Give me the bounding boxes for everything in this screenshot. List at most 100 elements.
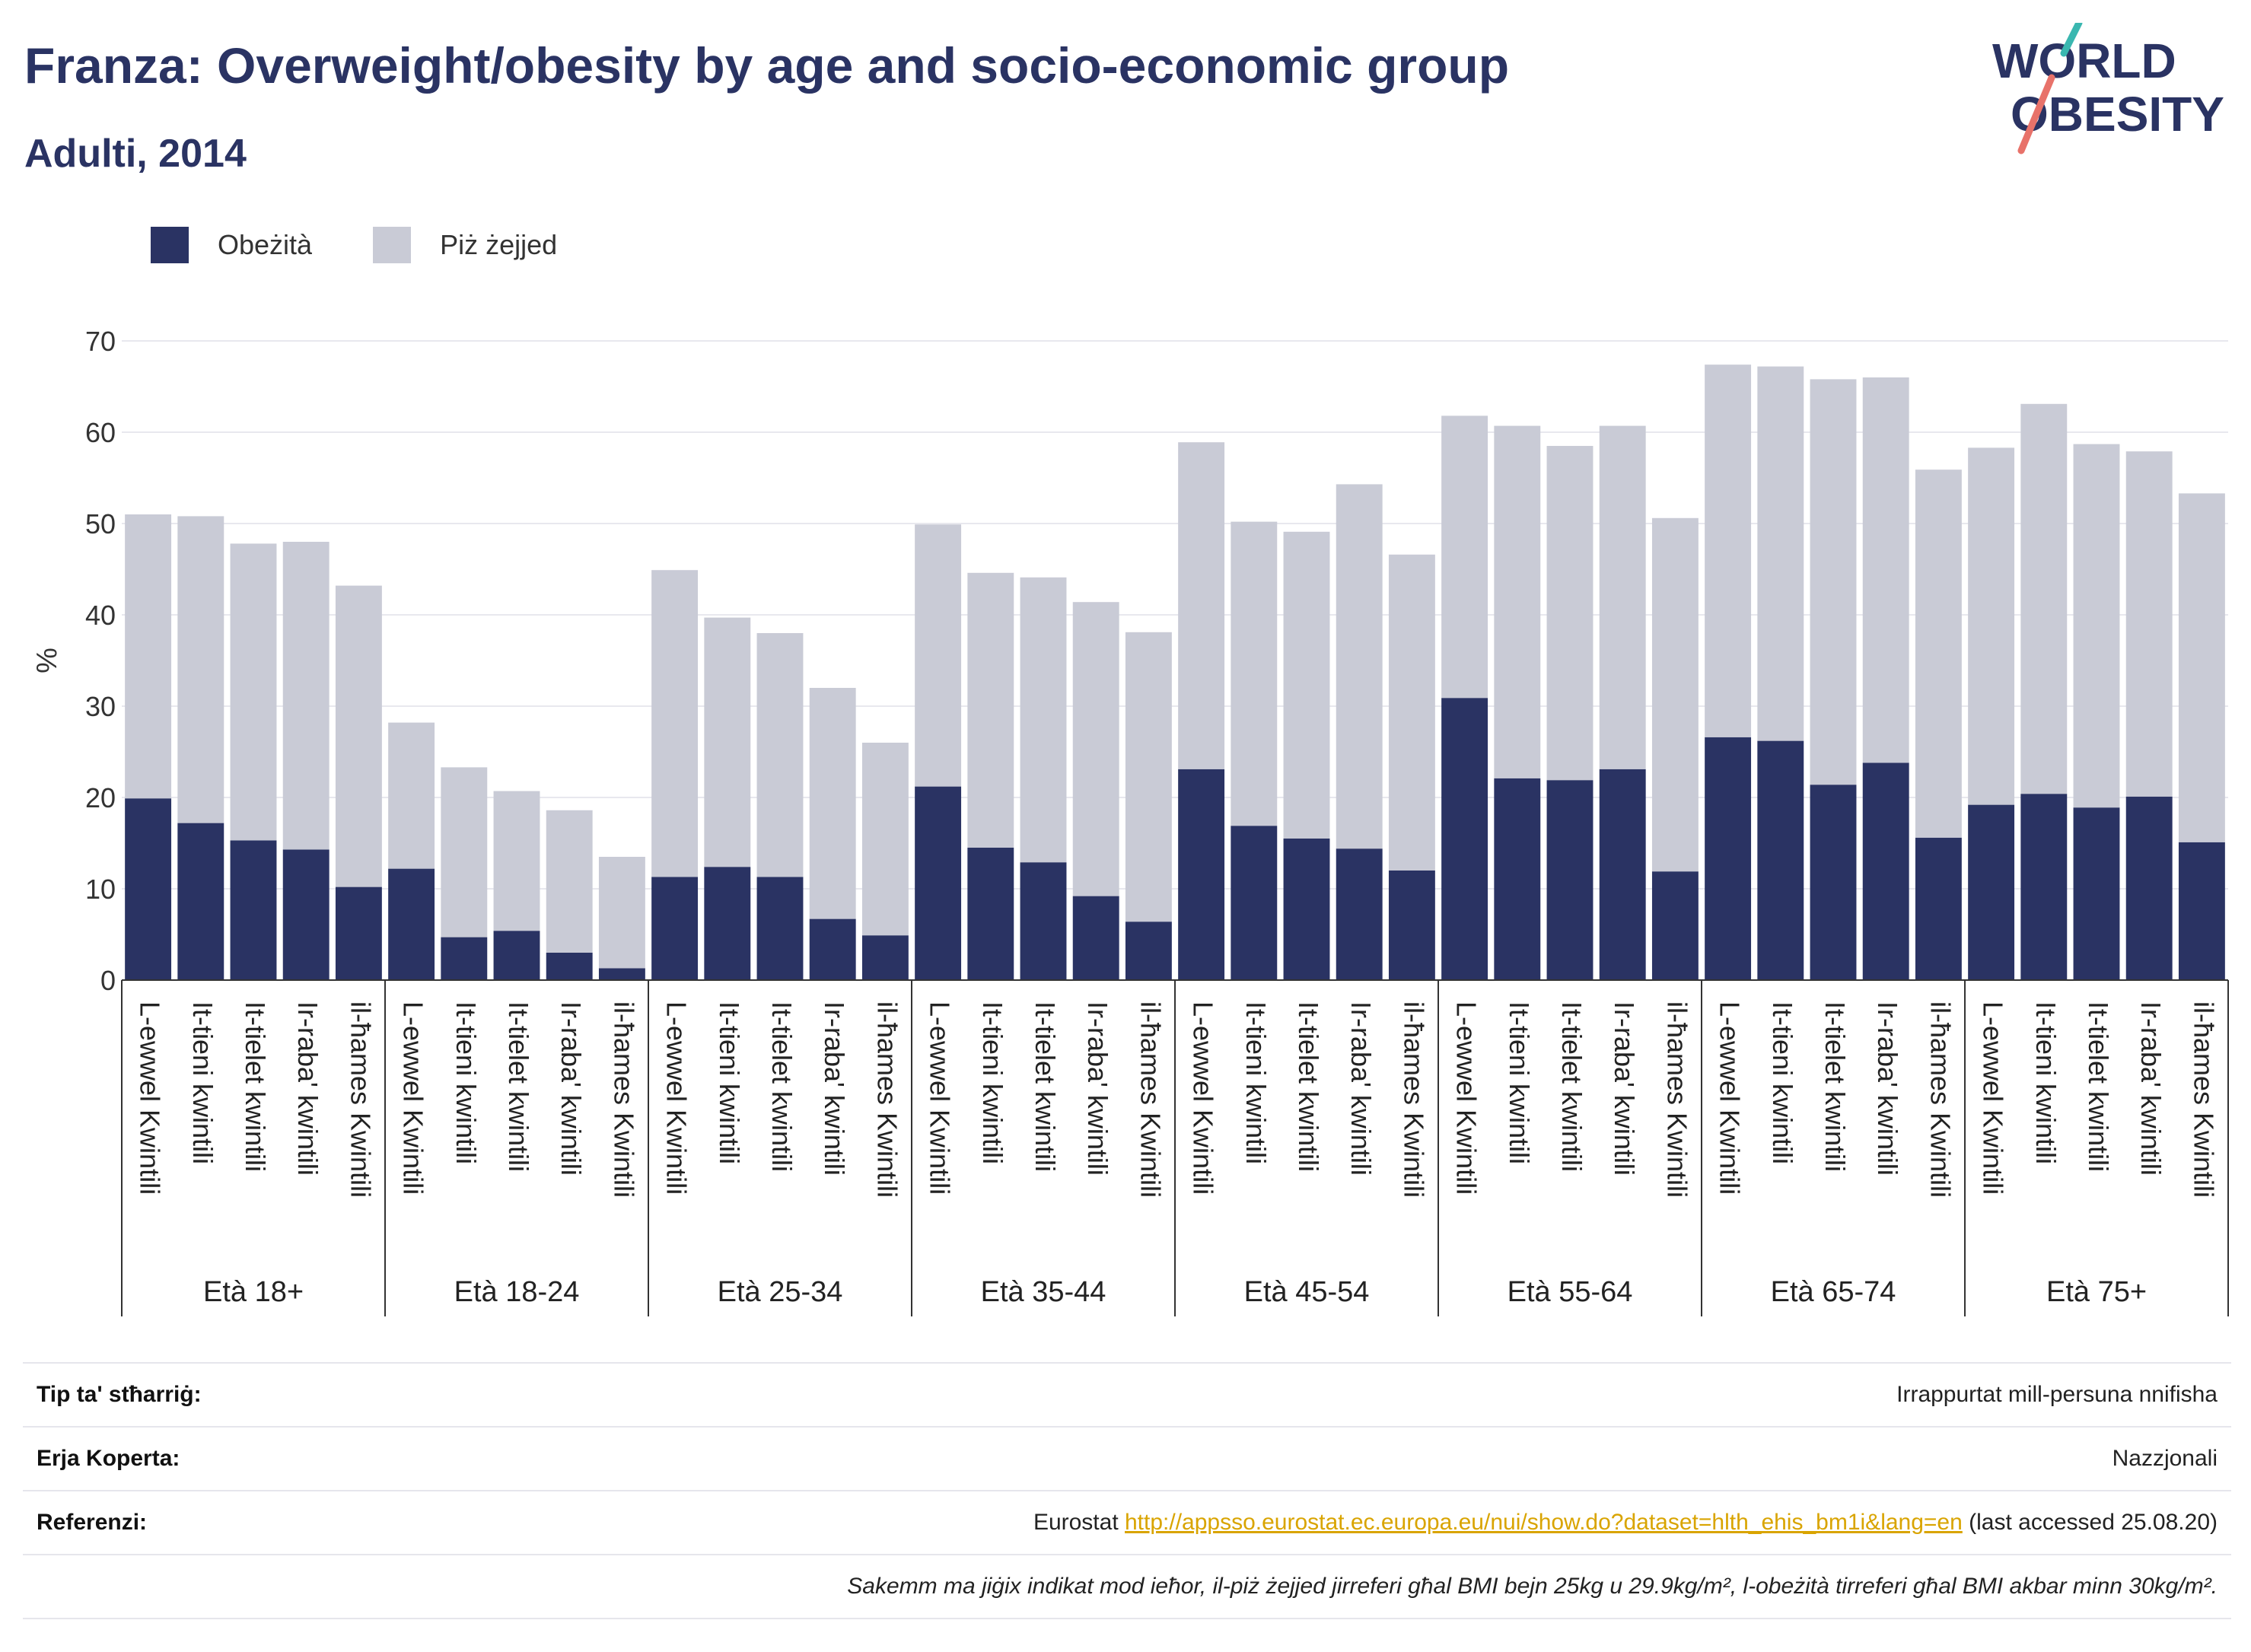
bar-overweight [1915, 469, 1962, 838]
world-obesity-logo: WORLD OBESITY [1992, 23, 2224, 154]
bar-overweight [1072, 602, 1119, 896]
y-tick-label: 60 [85, 417, 116, 448]
group-label: Età 75+ [2046, 1276, 2147, 1308]
group-label: Età 25-34 [718, 1276, 843, 1308]
bar-obesity [493, 931, 540, 980]
bar-obesity [1757, 740, 1804, 980]
legend: Obeżità Piż żejjed [151, 227, 618, 263]
bar-obesity [1441, 698, 1488, 980]
legend-item-overweight[interactable]: Piż żejjed [373, 227, 557, 263]
y-tick-label: 10 [85, 874, 116, 905]
bar-overweight [1388, 554, 1435, 871]
y-tick-label: 40 [85, 600, 116, 631]
bar-obesity [1810, 785, 1857, 980]
bar-obesity [1283, 839, 1330, 980]
reference-link[interactable]: http://appsso.eurostat.ec.europa.eu/nui/… [1125, 1510, 1963, 1535]
logo-line1: WORLD [1992, 33, 2176, 88]
bar-overweight [2020, 403, 2068, 794]
bar-obesity [2125, 796, 2173, 980]
bar-obesity [967, 848, 1014, 980]
bar-obesity [1862, 762, 1909, 980]
bar-overweight [651, 570, 699, 877]
x-tick-label: il-ħames Kwintili [1398, 1001, 1429, 1198]
bar-obesity [546, 953, 593, 980]
bar-overweight [1336, 484, 1383, 849]
x-tick-label: It-tielet kwintili [1293, 1001, 1324, 1172]
y-tick-label: 50 [85, 508, 116, 540]
y-tick-label: 30 [85, 691, 116, 722]
x-tick-label: It-tieni kwintili [1240, 1001, 1272, 1164]
x-tick-label: Ir-raba' kwintili [556, 1001, 587, 1176]
x-tick-label: It-tielet kwintili [766, 1001, 798, 1172]
bar-obesity [704, 867, 751, 980]
x-tick-label: il-ħames Kwintili [1925, 1001, 1956, 1198]
footer-note: Sakemm ma jiġix indikat mod ieħor, il-pi… [847, 1574, 2218, 1599]
bar-overweight [1020, 577, 1067, 863]
x-tick-label: It-tielet kwintili [1820, 1001, 1851, 1172]
x-tick-label: Ir-raba' kwintili [1082, 1001, 1113, 1176]
bar-overweight [809, 688, 856, 919]
legend-item-obesity[interactable]: Obeżità [151, 227, 312, 263]
bar-obesity [1546, 780, 1594, 980]
x-tick-label: il-ħames Kwintili [345, 1001, 376, 1198]
footer-label-survey: Tip ta' stħarriġ: [37, 1382, 202, 1407]
bar-obesity [2178, 842, 2225, 980]
reference-suffix: (last accessed 25.08.20) [1962, 1510, 2218, 1535]
x-tick-label: Ir-raba' kwintili [292, 1001, 323, 1176]
group-label: Età 65-74 [1771, 1276, 1896, 1308]
bar-overweight [2125, 451, 2173, 797]
bar-obesity [441, 937, 488, 980]
x-tick-label: il-ħames Kwintili [1135, 1001, 1166, 1198]
bar-overweight [1651, 517, 1699, 872]
legend-label-overweight: Piż żejjed [440, 229, 558, 260]
y-tick-label: 0 [100, 965, 116, 996]
x-tick-label: It-tieni kwintili [451, 1001, 482, 1164]
bar-obesity [1968, 804, 2015, 980]
bar-overweight [598, 857, 645, 969]
bar-obesity [1494, 778, 1541, 980]
x-tick-label: L-ewwel Kwintili [925, 1001, 956, 1195]
x-tick-label: L-ewwel Kwintili [398, 1001, 429, 1195]
x-tick-label: il-ħames Kwintili [2188, 1001, 2219, 1198]
bar-obesity [1388, 871, 1435, 980]
bar-obesity [125, 798, 172, 980]
x-tick-label: It-tieni kwintili [1504, 1001, 1535, 1164]
bar-overweight [2073, 444, 2120, 808]
bar-overweight [1178, 442, 1225, 769]
group-label: Età 45-54 [1244, 1276, 1370, 1308]
x-tick-label: il-ħames Kwintili [608, 1001, 639, 1198]
bar-obesity [335, 886, 382, 980]
x-tick-label: L-ewwel Kwintili [1978, 1001, 2009, 1195]
bar-overweight [915, 524, 962, 787]
bar-overweight [1231, 521, 1278, 826]
bar-overweight [1757, 366, 1804, 741]
bar-obesity [915, 786, 962, 980]
bar-overweight [335, 585, 382, 887]
bar-overweight [704, 617, 751, 867]
bar-obesity [1651, 871, 1699, 980]
bar-overweight [967, 572, 1014, 848]
bar-overweight [1441, 415, 1488, 699]
bar-chart: 0 10 20 30 40 50 60 70% L-ewwel Kwintili It-tieni… [31, 326, 2229, 1316]
bar-obesity [230, 840, 277, 980]
legend-swatch-obesity [151, 227, 189, 263]
bar-overweight [1546, 446, 1594, 781]
group-label: Età 55-64 [1508, 1276, 1633, 1308]
x-tick-label: It-tielet kwintili [503, 1001, 534, 1172]
bar-obesity [1178, 769, 1225, 980]
x-tick-label: Ir-raba' kwintili [1609, 1001, 1640, 1176]
group-label: Età 18+ [203, 1276, 304, 1308]
bar-obesity [282, 849, 330, 980]
x-tick-label: L-ewwel Kwintili [1451, 1001, 1482, 1195]
bar-overweight [177, 516, 224, 823]
x-tick-label: It-tieni kwintili [187, 1001, 218, 1164]
x-tick-label: Ir-raba' kwintili [819, 1001, 850, 1176]
x-tick-label: It-tieni kwintili [1767, 1001, 1798, 1164]
x-tick-label: It-tielet kwintili [1030, 1001, 1061, 1172]
bar-overweight [1283, 531, 1330, 839]
x-tick-label: L-ewwel Kwintili [661, 1001, 692, 1195]
bar-overweight [125, 514, 172, 799]
bar-overweight [1705, 364, 1752, 737]
x-tick-label: It-tieni kwintili [714, 1001, 745, 1164]
legend-label-obesity: Obeżità [218, 229, 313, 260]
